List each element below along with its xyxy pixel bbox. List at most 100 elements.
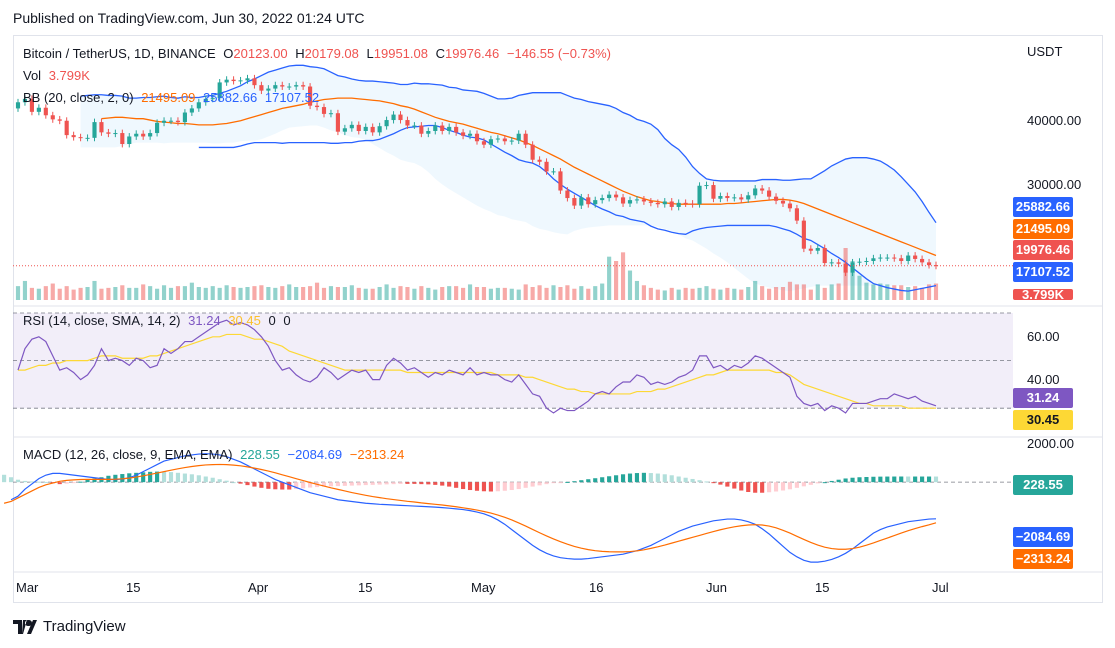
bb-upper-value: 25882.66	[203, 90, 258, 105]
candle-body	[461, 132, 466, 136]
candle-body	[572, 198, 577, 206]
volume-bar	[328, 286, 334, 300]
macd-histogram-bar	[467, 482, 473, 491]
candle-body	[586, 197, 591, 205]
macd-histogram-bar	[620, 474, 626, 483]
volume-bar	[120, 285, 125, 300]
candle-body	[405, 120, 410, 126]
candle-body	[238, 80, 243, 82]
macd-histogram-bar	[843, 478, 848, 483]
volume-bar	[245, 287, 250, 300]
candle-body	[711, 185, 716, 199]
volume-bar	[488, 288, 493, 300]
candle-body	[801, 220, 806, 249]
macd-histogram-bar	[405, 482, 410, 484]
macd-histogram-bar	[141, 472, 146, 483]
volume-bar	[913, 286, 918, 300]
volume-bar	[467, 284, 473, 300]
bb-basis-pill: 21495.09	[1013, 219, 1073, 239]
volume-bar	[808, 289, 813, 300]
volume-bar	[370, 288, 375, 300]
candle-body	[210, 98, 215, 100]
volume-bar	[871, 284, 876, 300]
volume-bar	[15, 286, 21, 300]
candle-body	[739, 197, 744, 200]
volume-bar	[92, 280, 97, 300]
volume-bar	[641, 285, 646, 300]
volume-bar	[669, 287, 674, 300]
tradingview-brand[interactable]: TradingView	[13, 618, 126, 635]
volume-bar	[885, 284, 890, 300]
volume-bar	[356, 287, 361, 300]
macd-hist-pill: 228.55	[1013, 475, 1073, 495]
candle-body	[467, 133, 473, 136]
macd-histogram-bar	[885, 476, 890, 483]
macd-histogram-bar	[259, 482, 264, 488]
volume-bar	[676, 289, 681, 300]
bb-label[interactable]: BB (20, close, 2, 0)	[23, 90, 134, 105]
macd-histogram-bar	[565, 481, 570, 483]
macd-histogram-bar	[544, 482, 549, 485]
macd-histogram-bar	[454, 482, 459, 488]
volume-bar	[662, 290, 667, 300]
candle-body	[321, 107, 327, 114]
volume-pill: 3.799K	[1013, 289, 1073, 300]
macd-histogram-bar	[808, 482, 813, 485]
macd-histogram-bar	[920, 476, 925, 483]
macd-label[interactable]: MACD (12, 26, close, 9, EMA, EMA)	[23, 447, 233, 462]
volume-bar	[71, 289, 76, 300]
candle-body	[495, 138, 500, 140]
macd-histogram-bar	[648, 473, 653, 483]
macd-histogram-bar	[245, 482, 250, 486]
macd-hist-value: 228.55	[240, 447, 280, 462]
macd-histogram-bar	[356, 482, 361, 486]
candle-body	[370, 126, 375, 133]
brand-name: TradingView	[43, 618, 126, 635]
macd-histogram-bar	[857, 477, 862, 483]
candle-body	[857, 261, 862, 263]
macd-histogram-bar	[15, 479, 21, 483]
volume-bar	[933, 283, 939, 300]
macd-histogram-bar	[530, 482, 535, 487]
candle-body	[683, 202, 688, 204]
volume-bar	[419, 286, 424, 300]
macd-line	[10, 453, 937, 563]
volume-bar	[238, 287, 243, 300]
macd-histogram-bar	[210, 477, 215, 483]
volume-bar	[620, 252, 626, 300]
candle-body	[301, 85, 306, 87]
candle-body	[335, 113, 340, 132]
volume-bar	[627, 270, 633, 300]
candle-body	[627, 200, 633, 204]
x-tick-label: 16	[589, 580, 604, 595]
volume-bar	[78, 287, 83, 300]
volume-bar	[342, 287, 347, 300]
symbol-title[interactable]: Bitcoin / TetherUS, 1D, BINANCE	[23, 46, 216, 61]
macd-histogram-bar	[447, 482, 452, 487]
volume-bar	[29, 287, 34, 300]
candle-body	[787, 203, 793, 209]
volume-bar	[711, 288, 716, 300]
candle-body	[231, 79, 236, 82]
macd-histogram-bar	[593, 478, 598, 483]
macd-histogram-bar	[600, 477, 605, 483]
candle-body	[36, 107, 41, 112]
macd-histogram-bar	[266, 482, 271, 489]
rsi-label[interactable]: RSI (14, close, SMA, 14, 2)	[23, 313, 181, 328]
volume-bar	[454, 286, 459, 300]
candle-body	[43, 107, 48, 116]
candle-body	[266, 88, 271, 91]
macd-histogram-bar	[739, 482, 744, 491]
volume-bar	[294, 287, 299, 300]
volume-bar	[335, 287, 340, 300]
candle-body	[523, 133, 528, 145]
candle-body	[537, 159, 542, 162]
volume-bar	[551, 285, 556, 300]
bb-basis-value: 21495.09	[141, 90, 196, 105]
vol-label[interactable]: Vol	[23, 68, 42, 83]
macd-histogram-bar	[516, 482, 521, 490]
candle-body	[419, 125, 424, 134]
macd-histogram-bar	[321, 482, 327, 487]
bb-upper-line	[80, 64, 937, 224]
